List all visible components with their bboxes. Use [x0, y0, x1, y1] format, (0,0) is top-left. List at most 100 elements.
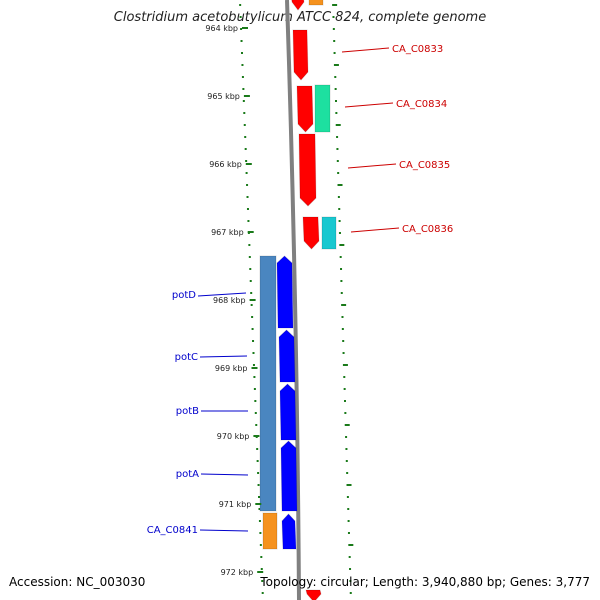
scale-tick-label: 971 kbp	[219, 500, 252, 509]
gene-label-leader	[341, 47, 390, 53]
track-dot	[249, 280, 252, 282]
cds-reverse-feature[interactable]	[291, 0, 305, 11]
cyan-feature[interactable]	[321, 216, 337, 250]
cds-reverse-feature[interactable]	[305, 589, 322, 600]
track-dot	[346, 472, 349, 474]
cds-reverse-feature[interactable]	[298, 133, 317, 207]
gene-label-leader	[199, 529, 249, 532]
cds-forward-feature[interactable]	[280, 440, 298, 512]
scale-tick-mark	[242, 27, 248, 29]
track-dot	[252, 340, 255, 342]
green-feature[interactable]	[314, 84, 331, 133]
track-dot	[336, 148, 339, 150]
operon-feature[interactable]	[259, 255, 277, 512]
track-dot	[337, 196, 340, 198]
track-dot	[246, 184, 249, 186]
scale-tick-mark	[255, 503, 262, 505]
track-dot	[247, 220, 250, 222]
track-dot	[349, 568, 352, 570]
gene-label-leader	[200, 473, 249, 476]
track-dot	[259, 544, 262, 546]
track-dot	[333, 40, 336, 42]
track-dot	[258, 496, 261, 498]
gene-label-ca-c0836[interactable]: CA_C0836	[402, 224, 453, 235]
track-dot	[346, 496, 349, 498]
cds-reverse-feature[interactable]	[296, 85, 314, 133]
cds-forward-feature[interactable]	[279, 383, 297, 441]
track-dot	[251, 328, 254, 330]
track-dot	[258, 520, 261, 522]
track-dot	[333, 52, 336, 54]
track-dot	[246, 208, 249, 210]
track-dot	[337, 184, 343, 186]
track-dot	[256, 460, 259, 462]
cds-forward-feature[interactable]	[281, 513, 297, 550]
track-dot	[240, 52, 243, 54]
scale-tick-label: 970 kbp	[217, 432, 250, 441]
track-dot	[250, 292, 253, 294]
scale-tick-label: 966 kbp	[209, 160, 242, 169]
track-dot	[243, 124, 246, 126]
track-dot	[242, 100, 245, 102]
gene-label-ca-c0834[interactable]: CA_C0834	[396, 99, 447, 110]
track-dot	[240, 40, 243, 42]
track-dot	[248, 256, 251, 258]
orange-feature[interactable]	[308, 0, 324, 6]
accession-text: Accession: NC_003030	[9, 575, 146, 589]
track-dot	[344, 424, 350, 426]
track-dot	[257, 484, 260, 486]
gene-label-potc[interactable]: potC	[175, 352, 198, 363]
scale-tick-label: 964 kbp	[205, 24, 238, 33]
scale-tick-mark	[245, 163, 252, 165]
track-dot	[261, 592, 264, 594]
scale-tick-mark	[253, 435, 260, 437]
track-dot	[334, 88, 337, 90]
gene-label-pota[interactable]: potA	[176, 469, 199, 480]
track-dot	[343, 388, 346, 390]
scale-tick-label: 967 kbp	[211, 228, 244, 237]
track-dot	[335, 112, 338, 114]
track-dot	[342, 364, 348, 366]
track-dot	[248, 244, 251, 246]
track-dot	[256, 448, 259, 450]
track-dot	[260, 556, 263, 558]
gene-label-ca-c0835[interactable]: CA_C0835	[399, 160, 450, 171]
track-dot	[343, 376, 346, 378]
track-dot	[332, 28, 335, 30]
track-dot	[251, 316, 254, 318]
gene-label-leader	[199, 355, 248, 358]
track-dot	[253, 376, 256, 378]
track-dot	[261, 580, 264, 582]
track-dot	[259, 532, 262, 534]
track-dot	[257, 472, 260, 474]
track-dot	[241, 76, 244, 78]
gene-label-ca-c0833[interactable]: CA_C0833	[392, 44, 443, 55]
track-dot	[245, 172, 248, 174]
track-dot	[244, 148, 247, 150]
gene-labels[interactable]: CA_C0833 CA_C0834 CA_C0835 CA_C0836 potD potC…	[147, 44, 454, 536]
cds-reverse-feature[interactable]	[302, 216, 320, 250]
gene-label-ca-c0841[interactable]: CA_C0841	[147, 525, 198, 536]
track-dot	[333, 64, 339, 66]
gene-features[interactable]	[259, 0, 337, 600]
cds-forward-feature[interactable]	[278, 329, 296, 383]
track-dot	[244, 136, 247, 138]
track-dot	[337, 172, 340, 174]
cds-forward-feature[interactable]	[276, 255, 294, 329]
gene-label-leader	[197, 292, 247, 297]
track-dot	[345, 436, 348, 438]
track-dot	[339, 244, 345, 246]
gene-label-potb[interactable]: potB	[176, 406, 199, 417]
track-dot	[342, 352, 345, 354]
cds-reverse-feature[interactable]	[292, 29, 309, 81]
gene-label-potd[interactable]: potD	[172, 290, 196, 301]
track-dot	[336, 160, 339, 162]
track-dot	[336, 136, 339, 138]
track-dot	[239, 4, 242, 6]
orange-feature[interactable]	[262, 512, 278, 550]
scale-tick-mark	[257, 571, 264, 573]
track-dot	[345, 460, 348, 462]
track-dot	[348, 544, 354, 546]
track-dot	[349, 592, 352, 594]
